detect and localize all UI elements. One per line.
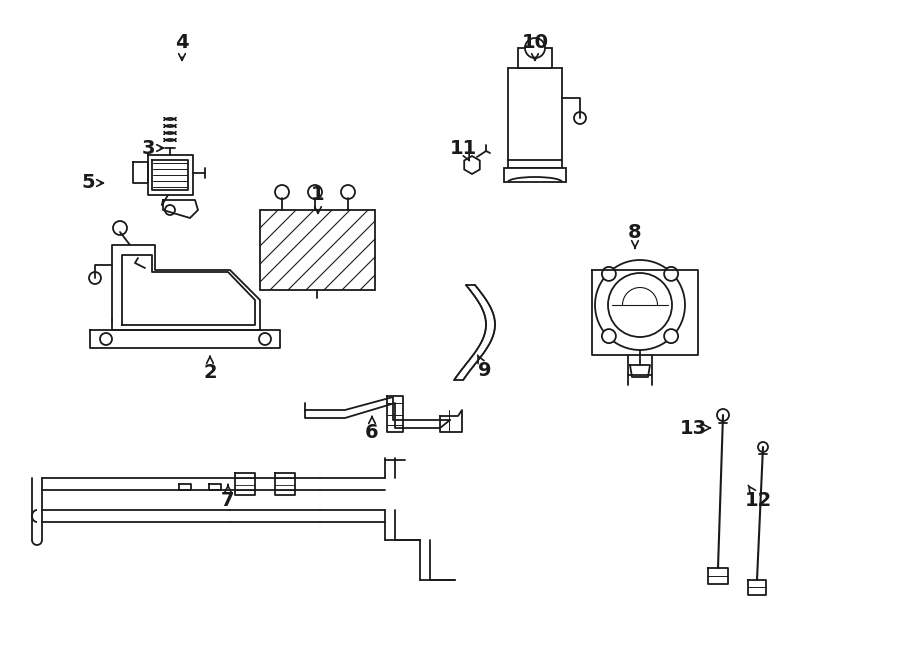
Circle shape xyxy=(341,185,355,199)
Text: 13: 13 xyxy=(680,418,710,438)
Text: 3: 3 xyxy=(141,139,164,157)
Bar xyxy=(508,68,562,168)
Bar xyxy=(504,168,566,182)
Circle shape xyxy=(113,221,127,235)
Circle shape xyxy=(89,272,101,284)
Circle shape xyxy=(525,38,545,58)
Circle shape xyxy=(275,185,289,199)
Circle shape xyxy=(664,267,678,281)
Circle shape xyxy=(608,273,672,337)
Text: 1: 1 xyxy=(311,186,325,214)
Circle shape xyxy=(259,333,271,345)
Text: 9: 9 xyxy=(478,355,491,379)
Circle shape xyxy=(165,205,175,215)
Text: 6: 6 xyxy=(365,416,379,442)
Text: 4: 4 xyxy=(176,32,189,60)
Text: 2: 2 xyxy=(203,356,217,381)
Circle shape xyxy=(308,185,322,199)
Polygon shape xyxy=(464,156,480,174)
Text: 8: 8 xyxy=(628,223,642,249)
Text: 7: 7 xyxy=(221,485,235,510)
Circle shape xyxy=(758,442,768,452)
Circle shape xyxy=(717,409,729,421)
Bar xyxy=(260,210,375,290)
Circle shape xyxy=(595,260,685,350)
Circle shape xyxy=(574,112,586,124)
Text: 5: 5 xyxy=(81,173,104,192)
Text: 11: 11 xyxy=(449,139,477,161)
Circle shape xyxy=(664,329,678,343)
Text: 10: 10 xyxy=(521,32,548,60)
Circle shape xyxy=(602,267,616,281)
Circle shape xyxy=(100,333,112,345)
Bar xyxy=(518,48,552,68)
Text: 12: 12 xyxy=(744,485,771,510)
Circle shape xyxy=(602,329,616,343)
